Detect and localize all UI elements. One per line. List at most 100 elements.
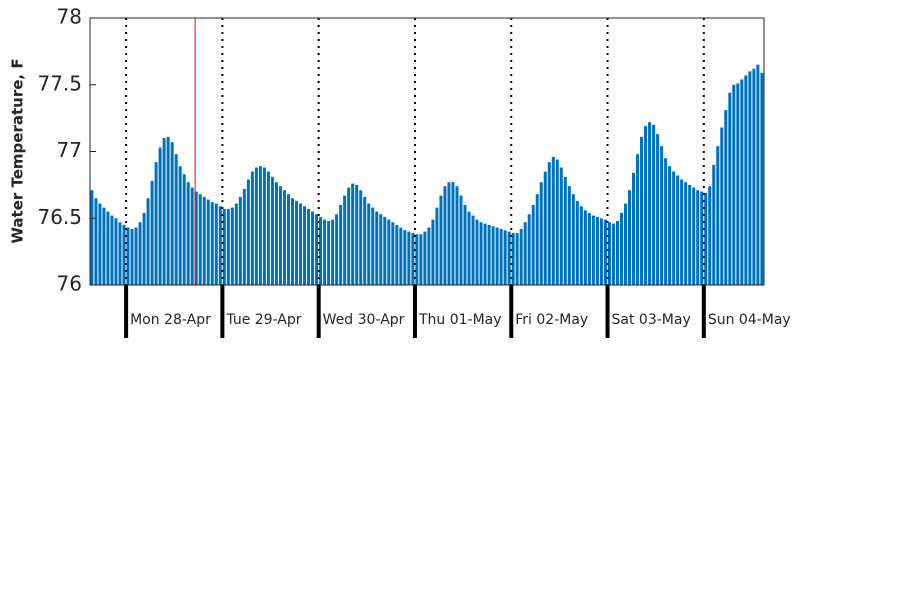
bar xyxy=(555,159,559,285)
bar xyxy=(648,122,652,285)
bar xyxy=(182,174,186,285)
bar xyxy=(591,215,595,285)
bar xyxy=(411,232,415,285)
x-tick-label: Wed 30-Apr xyxy=(323,312,405,328)
bar xyxy=(323,219,327,285)
bar xyxy=(571,194,575,285)
bar xyxy=(238,196,242,285)
x-tick-label: Mon 28-Apr xyxy=(130,312,211,328)
bar xyxy=(716,146,720,285)
bar xyxy=(607,222,611,285)
bar xyxy=(487,224,491,285)
bar xyxy=(644,126,648,285)
bar xyxy=(246,179,250,285)
bar xyxy=(463,204,467,285)
bar xyxy=(736,83,740,285)
bar xyxy=(142,212,146,285)
bar xyxy=(399,227,403,285)
bar xyxy=(427,227,431,285)
bar xyxy=(270,176,274,285)
bar xyxy=(599,218,603,285)
bar xyxy=(250,171,254,285)
bar xyxy=(511,232,515,285)
y-tick-label: 77 xyxy=(57,138,82,162)
bar xyxy=(499,228,503,285)
bar xyxy=(491,226,495,285)
bar xyxy=(395,224,399,285)
bar xyxy=(230,207,234,285)
bar xyxy=(290,198,295,285)
bar xyxy=(672,171,676,285)
bar xyxy=(158,147,162,285)
bar xyxy=(684,182,688,285)
bar xyxy=(403,230,407,285)
bar xyxy=(355,184,359,285)
bar xyxy=(178,166,182,285)
bar xyxy=(543,171,547,285)
bar xyxy=(266,171,270,285)
bar xyxy=(110,215,114,285)
bar xyxy=(623,203,627,285)
bar xyxy=(756,64,760,285)
bar xyxy=(547,162,551,285)
bar xyxy=(744,75,748,285)
bar xyxy=(210,202,214,285)
bar xyxy=(391,222,395,285)
bar xyxy=(708,186,712,285)
bar xyxy=(202,196,206,285)
x-tick-label: Fri 02-May xyxy=(515,312,588,328)
bar xyxy=(383,216,387,285)
bar xyxy=(431,219,435,285)
bar xyxy=(583,210,587,285)
bar xyxy=(327,220,331,285)
bar xyxy=(218,206,222,285)
bar xyxy=(367,203,371,285)
x-tick-label: Thu 01-May xyxy=(418,312,502,328)
bar xyxy=(258,166,262,285)
y-tick-label: 76.5 xyxy=(37,205,82,229)
bar xyxy=(254,167,258,285)
bar xyxy=(303,206,307,285)
x-tick-label: Sun 04-May xyxy=(708,312,791,328)
bar xyxy=(575,200,579,285)
bar xyxy=(379,214,383,285)
bar xyxy=(447,182,451,285)
bar xyxy=(595,216,599,285)
bar xyxy=(371,207,375,285)
bar xyxy=(415,234,419,285)
bar xyxy=(311,211,315,285)
bar xyxy=(162,138,166,285)
bar xyxy=(539,182,543,285)
bar xyxy=(615,220,619,285)
bar xyxy=(724,110,728,286)
bar xyxy=(407,231,411,285)
bar xyxy=(94,198,98,285)
bar xyxy=(174,154,178,285)
bar xyxy=(278,186,282,285)
bar xyxy=(531,204,535,285)
bar xyxy=(475,219,479,285)
bar xyxy=(515,232,519,285)
bar xyxy=(459,195,463,285)
bar xyxy=(676,175,680,285)
bar xyxy=(652,124,656,285)
bar xyxy=(150,180,154,285)
x-tick-label: Sat 03-May xyxy=(612,312,691,328)
bar xyxy=(668,166,672,285)
bar xyxy=(527,214,531,285)
bar xyxy=(603,219,607,285)
bar xyxy=(242,188,246,285)
bar xyxy=(435,207,439,285)
bar xyxy=(282,190,286,285)
bar xyxy=(419,234,423,285)
bar xyxy=(351,183,355,285)
bar xyxy=(551,156,555,285)
bar xyxy=(495,227,499,285)
y-axis-label: Water Temperature, F xyxy=(9,58,27,243)
bar xyxy=(343,195,347,285)
bar xyxy=(122,224,126,285)
bar xyxy=(455,186,459,285)
bar xyxy=(339,204,343,285)
bar xyxy=(375,211,379,285)
bar xyxy=(295,200,299,285)
